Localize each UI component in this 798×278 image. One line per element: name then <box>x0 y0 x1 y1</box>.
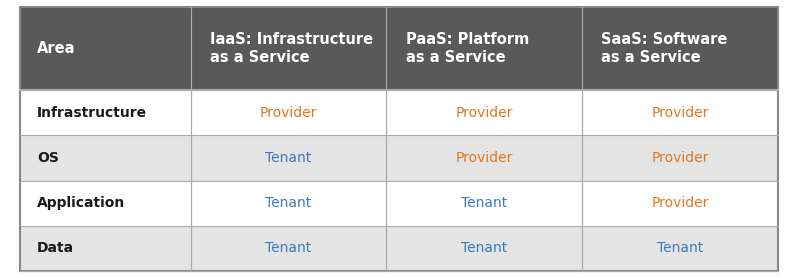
Text: Area: Area <box>37 41 76 56</box>
Text: Provider: Provider <box>651 196 709 210</box>
Bar <box>582 90 778 135</box>
Bar <box>20 226 191 271</box>
Text: Tenant: Tenant <box>460 196 507 210</box>
Text: Tenant: Tenant <box>460 241 507 255</box>
Text: Provider: Provider <box>259 106 317 120</box>
Bar <box>582 181 778 226</box>
Bar <box>20 181 191 226</box>
Text: Provider: Provider <box>651 106 709 120</box>
Bar <box>191 226 386 271</box>
Text: Provider: Provider <box>651 151 709 165</box>
Bar <box>582 135 778 181</box>
Text: Tenant: Tenant <box>265 196 311 210</box>
Bar <box>191 90 386 135</box>
Bar <box>386 90 582 135</box>
Bar <box>582 226 778 271</box>
Text: Application: Application <box>37 196 125 210</box>
Bar <box>20 135 191 181</box>
Text: Provider: Provider <box>455 106 512 120</box>
Text: IaaS: Infrastructure
as a Service: IaaS: Infrastructure as a Service <box>210 32 373 65</box>
Bar <box>386 181 582 226</box>
Text: OS: OS <box>37 151 59 165</box>
Bar <box>386 226 582 271</box>
Bar <box>20 7 778 90</box>
Bar <box>191 181 386 226</box>
Text: Data: Data <box>37 241 74 255</box>
Bar <box>20 90 191 135</box>
Text: Tenant: Tenant <box>657 241 703 255</box>
Bar <box>386 135 582 181</box>
Text: SaaS: Software
as a Service: SaaS: Software as a Service <box>602 32 728 65</box>
Text: Tenant: Tenant <box>265 151 311 165</box>
Bar <box>191 135 386 181</box>
Text: Tenant: Tenant <box>265 241 311 255</box>
Text: Provider: Provider <box>455 151 512 165</box>
Text: PaaS: Platform
as a Service: PaaS: Platform as a Service <box>405 32 529 65</box>
Text: Infrastructure: Infrastructure <box>37 106 147 120</box>
